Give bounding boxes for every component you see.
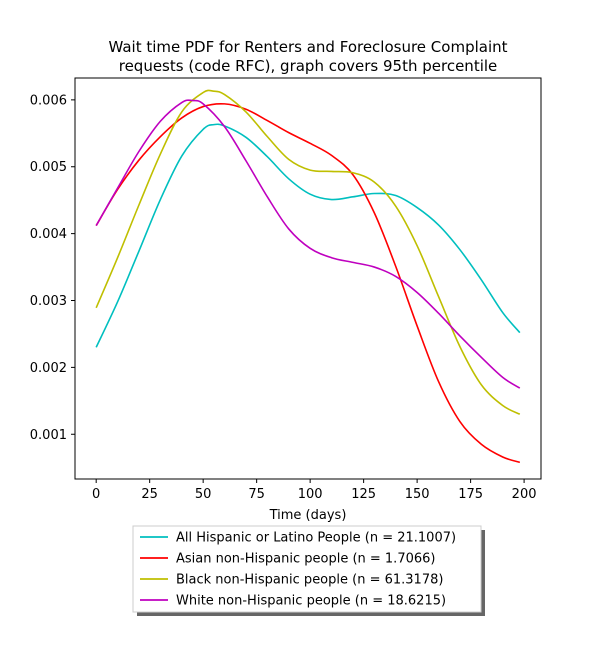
x-tick-label: 50: [195, 487, 212, 502]
y-tick-label: 0.002: [30, 361, 67, 376]
plot-frame: [74, 77, 542, 480]
chart-title-line1: Wait time PDF for Renters and Foreclosur…: [108, 38, 507, 56]
y-tick-label: 0.005: [30, 160, 67, 175]
x-axis-label: Time (days): [269, 508, 347, 523]
series-line-1: [95, 123, 521, 348]
legend-box: [132, 525, 482, 613]
x-tick-label: 25: [141, 487, 158, 502]
series-line-4: [95, 99, 521, 389]
legend-label-4: White non-Hispanic people (n = 18.6215): [176, 594, 446, 609]
y-tick-label: 0.004: [30, 227, 67, 242]
legend: All Hispanic or Latino People (n = 21.10…: [132, 525, 485, 616]
x-tick-label: 125: [351, 487, 376, 502]
x-tick-label: 200: [512, 487, 537, 502]
y-axis-ticks: 0.001 0.002 0.003 0.004 0.005 0.006: [30, 93, 75, 443]
series-line-3: [95, 89, 521, 415]
legend-label-1: All Hispanic or Latino People (n = 21.10…: [176, 531, 456, 546]
x-axis-ticks: 0 25 50 75 100 125 150 175 200: [92, 479, 537, 502]
x-tick-label: 0: [92, 487, 100, 502]
x-tick-label: 75: [248, 487, 265, 502]
series-layer: [95, 89, 521, 464]
x-tick-label: 175: [458, 487, 483, 502]
legend-label-2: Asian non-Hispanic people (n = 1.7066): [176, 552, 435, 567]
x-tick-label: 100: [298, 487, 323, 502]
legend-entries: All Hispanic or Latino People (n = 21.10…: [140, 531, 456, 609]
y-tick-label: 0.001: [30, 428, 67, 443]
x-tick-label: 150: [405, 487, 430, 502]
y-tick-label: 0.003: [30, 294, 67, 309]
chart-title-line2: requests (code RFC), graph covers 95th p…: [119, 57, 498, 75]
legend-label-3: Black non-Hispanic people (n = 61.3178): [176, 573, 443, 588]
series-line-2: [95, 102, 521, 464]
y-tick-label: 0.006: [30, 93, 67, 108]
